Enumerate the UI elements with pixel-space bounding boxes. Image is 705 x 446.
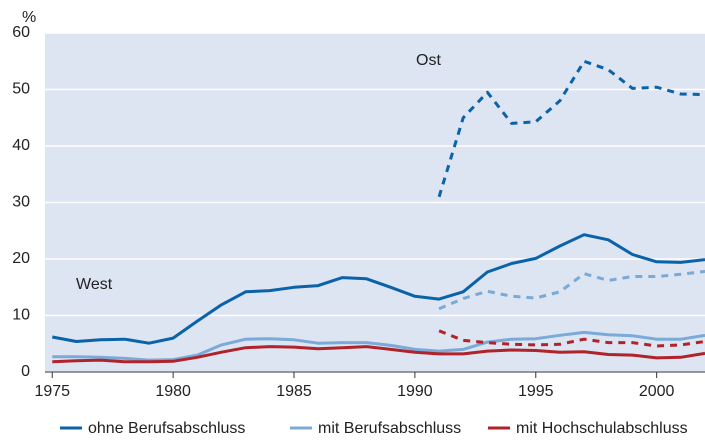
x-tick-label: 2000 (639, 383, 675, 400)
y-tick-label: 0 (21, 363, 30, 380)
x-tick-label: 1995 (518, 383, 554, 400)
x-tick-label: 1980 (155, 383, 191, 400)
y-tick-label: 30 (12, 194, 30, 211)
y-tick-label: 40 (12, 137, 30, 154)
y-tick-label: 10 (12, 307, 30, 324)
legend-label: mit Berufsabschluss (318, 420, 461, 437)
y-tick-label: 60 (12, 24, 30, 41)
line-ost (437, 59, 705, 198)
line-west (52, 233, 705, 345)
y-axis-label: % (22, 9, 36, 26)
x-tick-label: 1985 (276, 383, 312, 400)
annotation: West (76, 276, 113, 293)
legend-label: mit Hochschulabschluss (516, 420, 688, 437)
x-tick-label: 1990 (397, 383, 433, 400)
y-tick-label: 20 (12, 250, 30, 267)
y-tick-label: 50 (12, 81, 30, 98)
line-west (52, 345, 705, 364)
legend-label: ohne Berufsabschluss (88, 420, 245, 437)
x-tick-label: 1975 (34, 383, 70, 400)
line-ost (438, 329, 705, 348)
annotation: Ost (416, 52, 441, 69)
line-west (52, 330, 705, 362)
